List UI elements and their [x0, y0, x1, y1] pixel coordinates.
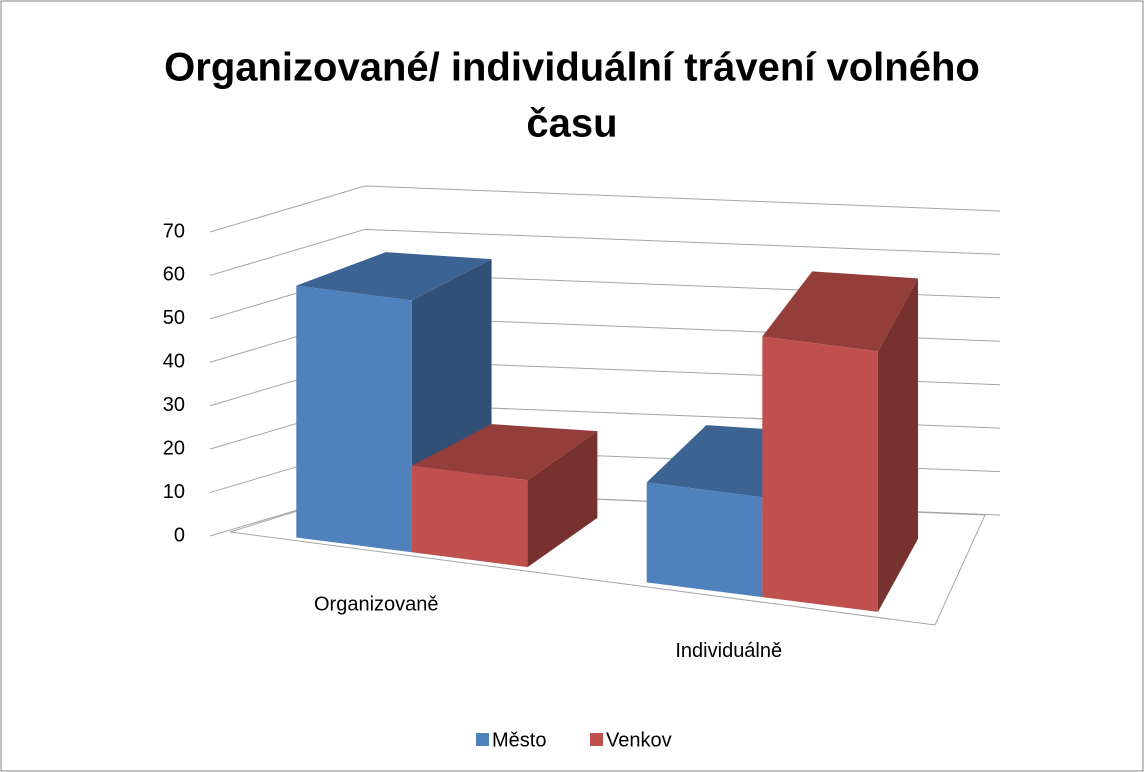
x-tick-label: Individuálně	[675, 640, 782, 662]
legend-swatch	[476, 733, 489, 746]
y-tick-label: 60	[163, 264, 185, 286]
bar-top	[411, 424, 598, 481]
grid-line	[209, 228, 1001, 276]
legend-label: Venkov	[606, 729, 672, 751]
y-tick-label: 0	[174, 524, 185, 546]
y-tick-label: 30	[163, 394, 185, 416]
grid-line	[209, 185, 1001, 233]
chart-title: Organizované/ individuální trávení volné…	[164, 46, 980, 90]
bar	[411, 424, 598, 568]
bar-front	[762, 336, 878, 612]
bar-top	[296, 252, 492, 301]
legend-label: Město	[492, 729, 546, 751]
bar-side	[527, 431, 598, 568]
y-tick-label: 40	[163, 351, 185, 373]
y-tick-label: 10	[163, 481, 185, 503]
y-tick-label: 50	[163, 307, 185, 329]
y-tick-label: 20	[163, 437, 185, 459]
bar-top	[762, 271, 918, 352]
bar-front	[646, 482, 763, 598]
bar-front	[411, 465, 528, 568]
x-tick-label: Organizovaně	[314, 594, 439, 616]
bar-side	[877, 278, 918, 612]
bar	[762, 271, 918, 612]
bar-front	[296, 285, 412, 553]
y-tick-label: 70	[163, 220, 185, 242]
chart-title: času	[526, 102, 617, 146]
legend-swatch	[590, 733, 603, 746]
